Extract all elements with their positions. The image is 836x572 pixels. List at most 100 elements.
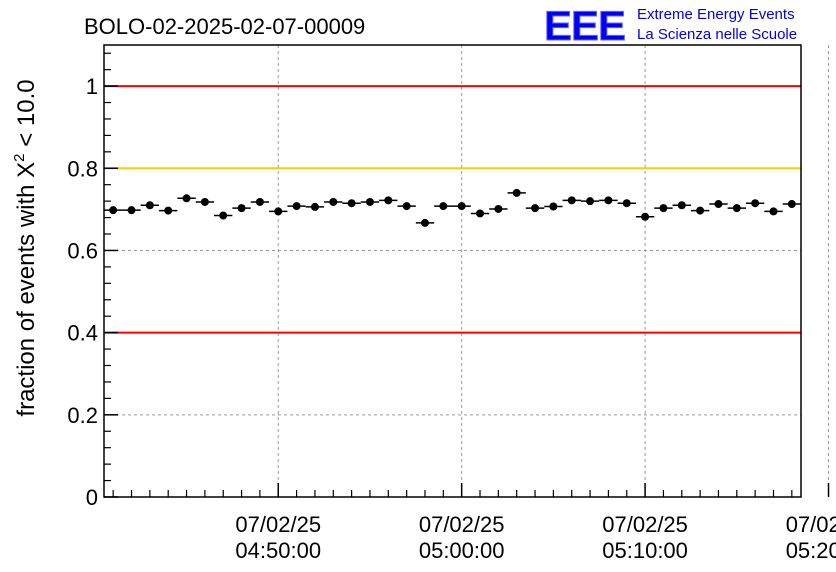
data-point-marker xyxy=(292,202,301,211)
axes: 00.20.40.60.8107/02/2504:50:0007/02/2505… xyxy=(67,52,836,563)
data-point-marker xyxy=(622,199,631,208)
y-tick-label: 0.2 xyxy=(67,403,98,428)
data-point xyxy=(159,206,178,215)
data-point-marker xyxy=(696,206,705,215)
data-point-marker xyxy=(494,204,503,213)
data-point-marker xyxy=(109,206,118,215)
data-point-marker xyxy=(457,202,466,211)
data-point xyxy=(599,196,618,205)
data-point-marker xyxy=(732,204,741,213)
plot-frame xyxy=(103,44,802,498)
data-point xyxy=(782,200,801,209)
eee-logo-letters: EEE xyxy=(544,2,625,49)
data-point-marker xyxy=(641,212,650,221)
data-point-marker xyxy=(586,197,595,206)
eee-logo: EEE Extreme Energy Events La Scienza nel… xyxy=(544,2,798,50)
data-point xyxy=(580,197,600,206)
data-point xyxy=(709,200,728,209)
x-tick-label-date: 07/02/25 xyxy=(602,512,688,537)
data-point-marker xyxy=(714,200,723,209)
data-point-marker xyxy=(255,197,264,206)
reference-lines xyxy=(104,85,801,334)
data-point xyxy=(379,196,398,205)
data-point xyxy=(397,202,416,211)
y-axis-label-superscript: 2 xyxy=(11,153,28,161)
data-point-marker xyxy=(604,196,613,205)
data-point-marker xyxy=(659,204,668,213)
data-point xyxy=(195,197,215,206)
y-axis-label-prefix: fraction of events with xyxy=(13,178,40,417)
eee-logo-line2: La Scienza nelle Scuole xyxy=(637,26,797,43)
data-point xyxy=(324,197,343,206)
data-point-marker xyxy=(677,201,686,210)
data-point xyxy=(745,199,765,208)
data-point xyxy=(269,207,288,216)
data-point-marker xyxy=(145,201,154,210)
x-tick-label-time: 05:00:00 xyxy=(419,538,505,563)
data-point-marker xyxy=(476,209,485,218)
data-point xyxy=(415,218,435,227)
y-axis-label: fraction of events with X2 < 10.0 xyxy=(11,79,40,416)
y-tick-label: 0.8 xyxy=(67,156,98,181)
data-point xyxy=(470,209,490,218)
data-point-marker xyxy=(347,199,356,208)
data-point-marker xyxy=(439,202,448,211)
data-point-marker xyxy=(310,202,319,211)
x-tick-label-date: 07/02/25 xyxy=(786,512,836,537)
data-points xyxy=(104,188,801,227)
x-tick-label-time: 04:50:00 xyxy=(235,538,321,563)
y-axis-label-suffix: < 10.0 xyxy=(13,79,40,153)
data-point-marker xyxy=(365,197,374,206)
data-point xyxy=(434,202,453,211)
y-axis-label-symbol: X xyxy=(13,162,40,178)
data-point xyxy=(617,199,636,208)
y-tick-label: 1 xyxy=(86,74,98,99)
data-point xyxy=(104,206,123,215)
eee-logo-line1: Extreme Energy Events xyxy=(637,6,795,23)
data-point-marker xyxy=(329,197,338,206)
data-point xyxy=(452,202,471,211)
data-point xyxy=(727,204,746,213)
data-point xyxy=(140,201,160,210)
data-point-marker xyxy=(531,204,540,213)
x-tick-label-date: 07/02/25 xyxy=(235,512,321,537)
data-point xyxy=(654,204,673,213)
data-point xyxy=(507,188,526,197)
data-point xyxy=(672,201,691,210)
data-point xyxy=(122,206,141,215)
y-tick-label: 0 xyxy=(86,485,98,510)
data-point xyxy=(305,202,325,211)
x-tick-label-time: 05:10:00 xyxy=(602,538,688,563)
data-point xyxy=(562,196,581,205)
data-point xyxy=(544,202,563,211)
data-point-marker xyxy=(274,207,283,216)
data-point xyxy=(489,204,508,213)
data-point-marker xyxy=(127,206,136,215)
x-tick-label-time: 05:20:00 xyxy=(786,538,836,563)
data-point-marker xyxy=(200,197,209,206)
data-point-marker xyxy=(237,204,246,213)
data-point xyxy=(635,212,655,221)
data-point xyxy=(690,206,710,215)
data-point-marker xyxy=(420,218,429,227)
data-point xyxy=(342,199,361,208)
data-point-marker xyxy=(384,196,393,205)
data-point xyxy=(177,194,196,203)
y-tick-label: 0.6 xyxy=(67,238,98,263)
data-point-marker xyxy=(164,206,173,215)
data-point xyxy=(287,202,306,211)
data-point-marker xyxy=(567,196,576,205)
x-tick-label-date: 07/02/25 xyxy=(419,512,505,537)
data-point-marker xyxy=(182,194,191,203)
data-point-marker xyxy=(549,202,558,211)
data-point xyxy=(214,211,233,220)
data-point-marker xyxy=(769,207,778,216)
data-point xyxy=(764,207,783,216)
data-point xyxy=(250,197,270,206)
chart-title: BOLO-02-2025-02-07-00009 xyxy=(84,14,365,39)
data-point-marker xyxy=(787,200,796,209)
data-point xyxy=(232,204,251,213)
data-point-marker xyxy=(219,211,228,220)
